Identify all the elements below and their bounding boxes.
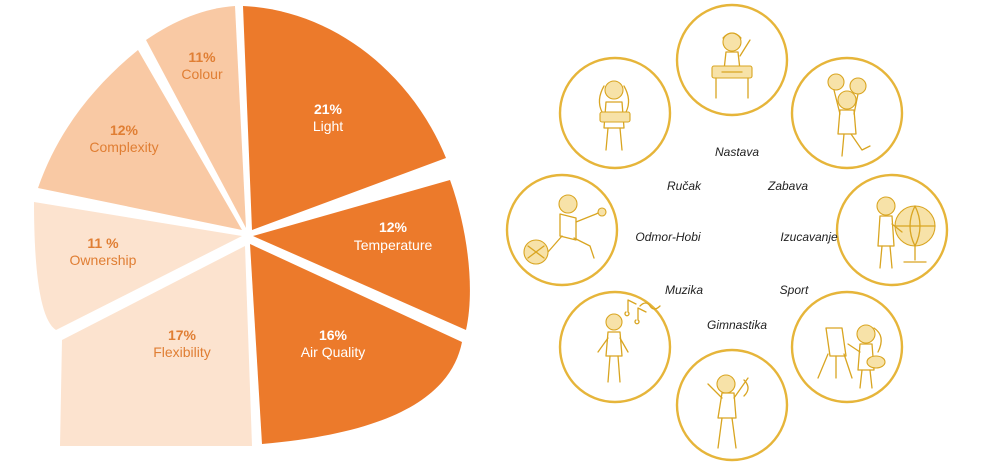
- activity-label-rucak: Ručak: [667, 179, 702, 193]
- slice-label-ownership: Ownership: [70, 252, 137, 268]
- pie-slice-light: [243, 6, 446, 230]
- slice-label-light: Light: [313, 118, 343, 134]
- slice-pct-flexibility: 17%: [168, 327, 197, 343]
- slice-label-temperature: Temperature: [354, 237, 433, 253]
- pie-chart: [34, 6, 470, 446]
- child-kicking-ball-icon: [505, 173, 619, 287]
- slice-pct-air-quality: 16%: [319, 327, 348, 343]
- activity-label-gimnastika: Gimnastika: [707, 318, 767, 332]
- activity-label-zabava: Zabava: [767, 179, 808, 193]
- slice-pct-ownership: 11 %: [87, 235, 119, 251]
- child-with-globe-icon: [835, 173, 949, 287]
- pie-slice-complexity: [38, 50, 242, 230]
- activity-label-izucavanje: Izucavanje: [780, 230, 838, 244]
- activity-label-sport: Sport: [780, 283, 809, 297]
- activity-labels: Nastava Ručak Zabava Odmor-Hobi Izucavan…: [635, 145, 838, 332]
- slice-label-flexibility: Flexibility: [153, 344, 211, 360]
- pie-slice-air-quality: [250, 244, 462, 444]
- child-stretching-icon: [675, 348, 789, 462]
- slice-label-colour: Colour: [181, 66, 223, 82]
- activity-label-muzika: Muzika: [665, 283, 703, 297]
- cheerleader-child-icon: [790, 56, 904, 170]
- pie-slice-ownership: [34, 202, 242, 330]
- pie-slice-temperature: [253, 180, 470, 330]
- child-with-lunch-tray-icon: [558, 56, 672, 170]
- pie-slice-flexibility: [60, 246, 252, 446]
- activity-ring: [505, 3, 949, 462]
- child-with-music-notes-icon: [558, 290, 672, 404]
- slice-pct-temperature: 12%: [379, 219, 408, 235]
- slice-label-air-quality: Air Quality: [301, 344, 366, 360]
- pie-slice-colour: [146, 6, 246, 228]
- slice-pct-light: 21%: [314, 101, 343, 117]
- child-painting-icon: [790, 290, 904, 404]
- slice-pct-colour: 11%: [188, 49, 216, 65]
- pie-slice-labels: 21% Light 12% Temperature 16% Air Qualit…: [70, 49, 433, 360]
- child-at-desk-icon: [675, 3, 789, 117]
- slice-label-complexity: Complexity: [89, 139, 158, 155]
- activity-label-nastava: Nastava: [715, 145, 759, 159]
- slice-pct-complexity: 12%: [110, 122, 139, 138]
- activity-label-odmor-hobi: Odmor-Hobi: [635, 230, 700, 244]
